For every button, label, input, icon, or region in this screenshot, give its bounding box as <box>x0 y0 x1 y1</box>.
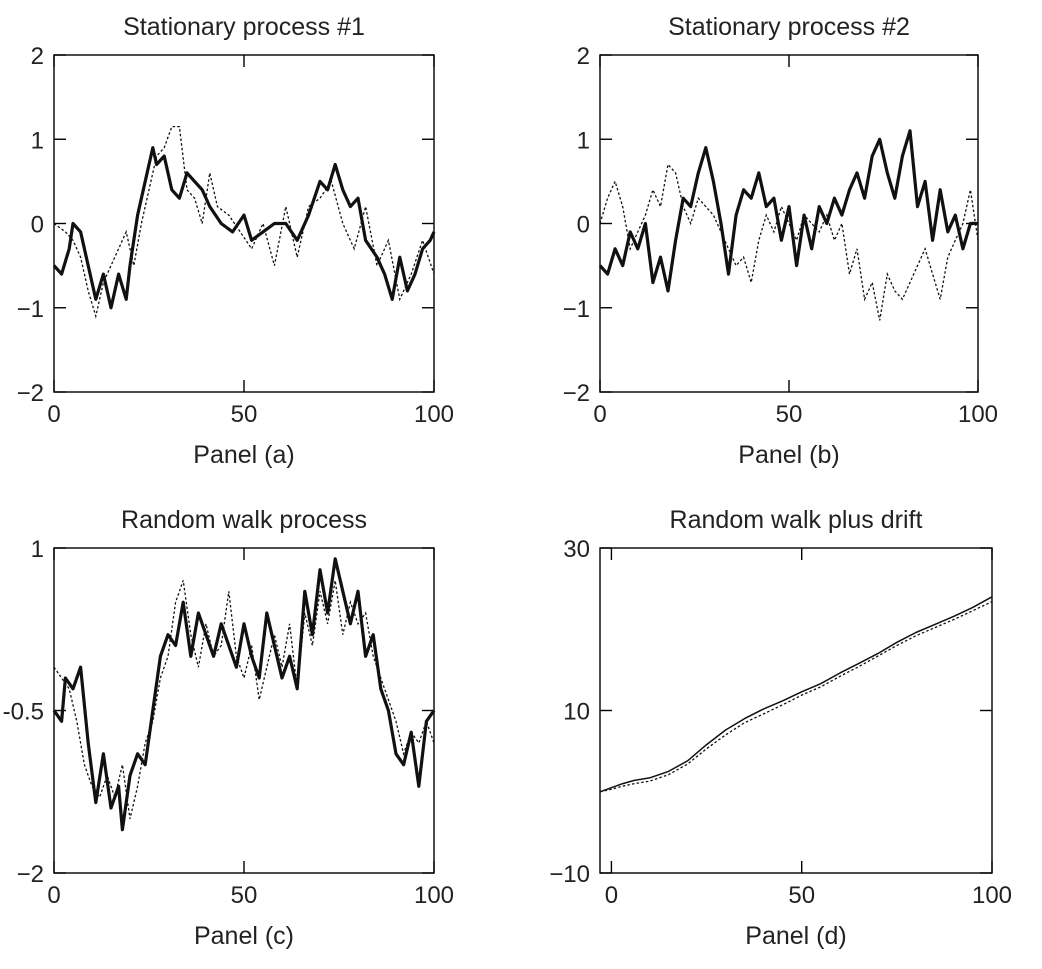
x-tick-label: 0 <box>593 401 606 428</box>
x-tick-label: 50 <box>788 882 815 909</box>
y-tick-label: 0 <box>31 212 44 239</box>
y-tick-label: 1 <box>31 536 44 563</box>
series-line-2 <box>599 163 979 321</box>
panel-3: Random walk process 0 50 100 1 -0.5 −2 Panel (c… <box>3 506 454 950</box>
y-tick-label: 30 <box>563 536 590 563</box>
x-axis-label: Panel (c) <box>194 922 294 950</box>
y-tick-label: 1 <box>577 127 590 154</box>
x-tick-label: 0 <box>47 882 60 909</box>
plot-frame <box>599 54 979 393</box>
series-line-1 <box>598 129 978 293</box>
y-tick-label: 2 <box>577 43 590 70</box>
panel-title: Random walk plus drift <box>670 506 923 534</box>
x-tick-label: 0 <box>605 882 618 909</box>
y-tick-label: −2 <box>17 861 44 888</box>
y-tick-label: 1 <box>31 127 44 154</box>
panel-title: Stationary process #2 <box>668 13 910 41</box>
y-tick-label: −1 <box>17 296 44 323</box>
y-tick-label: −2 <box>17 380 44 407</box>
x-tick-label: 50 <box>231 401 258 428</box>
series-line-1 <box>599 596 993 793</box>
panel-2: Stationary process #2 0 50 100 2 1 0 −1 −2 Panel … <box>563 13 998 469</box>
panel-4: Random walk plus drift 0 50 100 30 10 −10 Panel… <box>549 506 1012 950</box>
x-tick-label: 100 <box>958 401 998 428</box>
x-tick-label: 0 <box>47 401 60 428</box>
y-tick-label: −1 <box>563 296 590 323</box>
series-line-2 <box>53 580 435 819</box>
x-tick-label: 50 <box>231 882 258 909</box>
y-tick-label: −2 <box>563 380 590 407</box>
plot-frame <box>53 54 435 393</box>
x-axis-label: Panel (d) <box>745 922 846 950</box>
x-tick-label: 50 <box>776 401 803 428</box>
series-line-2 <box>53 125 435 319</box>
panel-1: Stationary process #1 0 50 100 2 1 0 −1 −2 Panel … <box>17 13 454 469</box>
panel-title: Stationary process #1 <box>123 13 365 41</box>
x-axis-label: Panel (b) <box>738 441 839 469</box>
x-tick-label: 100 <box>972 882 1012 909</box>
y-tick-label: 0 <box>577 212 590 239</box>
plot-frame <box>53 547 435 874</box>
series-line-1 <box>52 557 436 832</box>
y-tick-label: −10 <box>549 861 590 888</box>
y-tick-label: -0.5 <box>3 699 44 726</box>
series-line-2 <box>599 601 993 793</box>
panel-title: Random walk process <box>121 506 367 534</box>
x-tick-label: 100 <box>414 882 454 909</box>
y-tick-label: 2 <box>31 43 44 70</box>
plot-frame <box>599 547 993 874</box>
series-line-1 <box>52 146 436 310</box>
y-tick-label: 10 <box>563 699 590 726</box>
x-axis-label: Panel (a) <box>193 441 294 469</box>
x-tick-label: 100 <box>414 401 454 428</box>
